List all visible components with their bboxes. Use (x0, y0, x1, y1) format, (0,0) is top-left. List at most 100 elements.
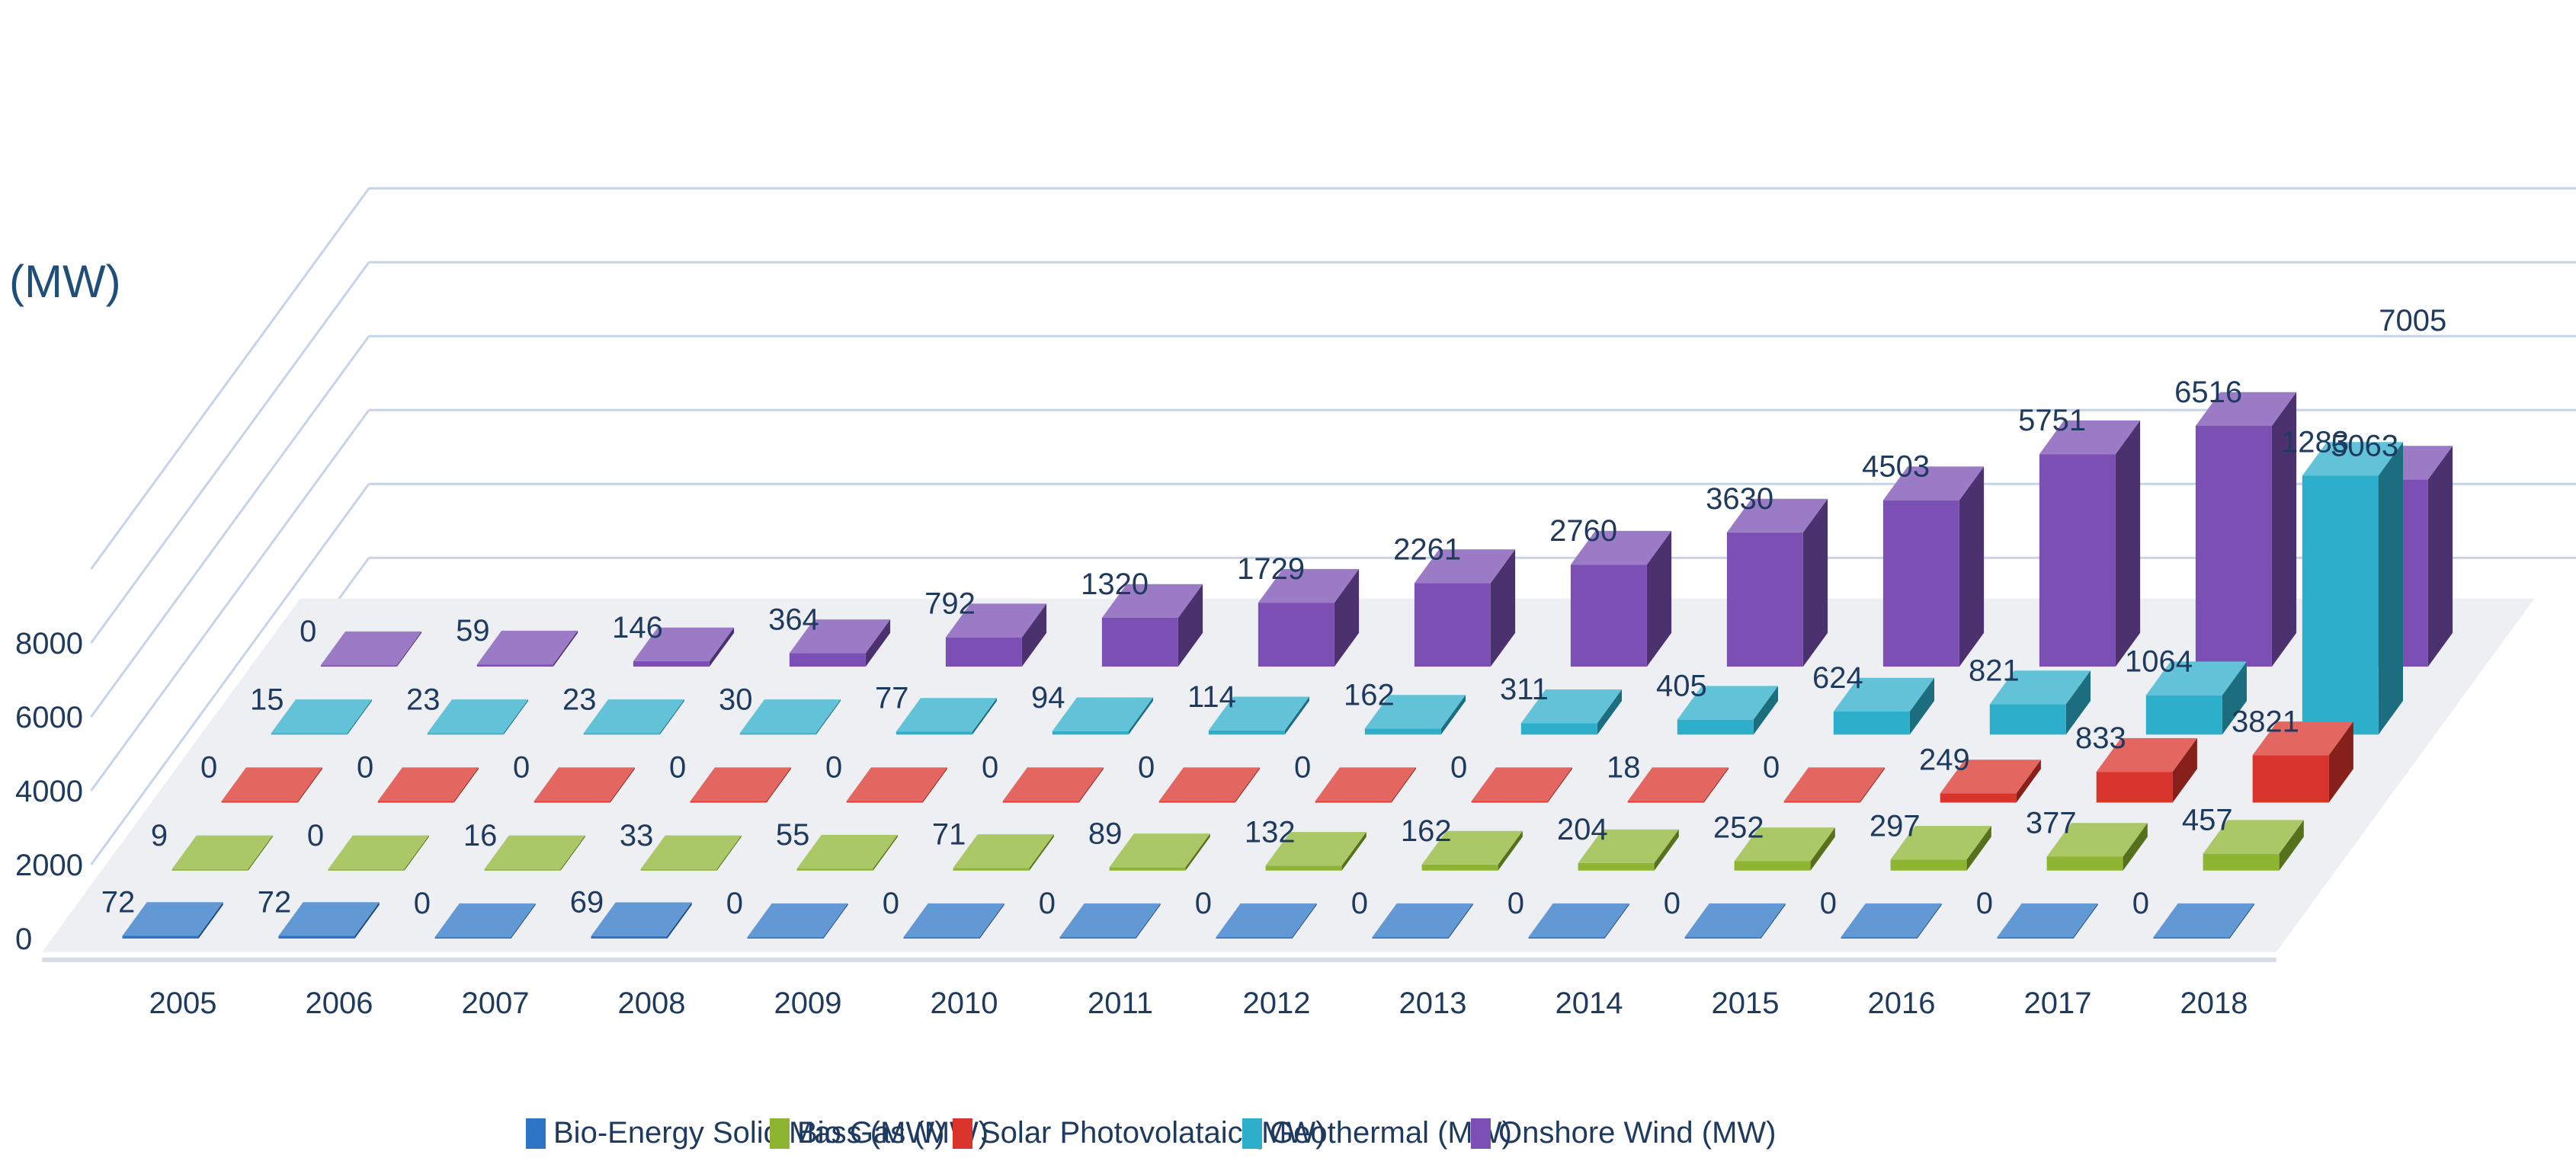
bar-side (610, 767, 635, 803)
bar-front (1421, 864, 1498, 871)
bar-geothermal-2016 (1989, 670, 2091, 735)
gridline-side (90, 483, 370, 865)
bar-side (865, 619, 891, 667)
bar-bio-gas-2013 (1421, 830, 1523, 871)
bar-top (434, 903, 536, 938)
data-label: 0 (669, 751, 686, 785)
bar-top (1578, 829, 1679, 863)
bar-bio-energy-solid-mass-2009 (747, 903, 848, 939)
bar-top (1882, 466, 1985, 501)
bar-front (1578, 862, 1655, 871)
bar-side (1292, 903, 1317, 939)
bar-front (427, 733, 504, 735)
data-label: 792 (924, 587, 976, 621)
bar-solar-photovolataic-2014 (1627, 767, 1729, 803)
bar-side (1654, 829, 1679, 871)
data-label: 30 (719, 683, 753, 716)
data-label: 297 (1870, 809, 1921, 843)
chart-walls (90, 187, 2576, 939)
bar-onshore-wind-2007 (633, 627, 735, 667)
bar-front (2252, 755, 2329, 803)
bar-top (690, 767, 791, 801)
bar-side (1029, 834, 1054, 871)
legend-entry: Solar Photovolataic (MW) (980, 1116, 1325, 1150)
bar-front (171, 868, 248, 871)
bar-bio-gas-2017 (2046, 823, 2148, 871)
data-label: 0 (1450, 751, 1467, 785)
bar-bio-energy-solid-mass-2006 (278, 902, 380, 939)
data-label: 405 (1656, 670, 1707, 703)
y-tick-label: 4000 (15, 775, 83, 808)
bar-front (2302, 475, 2379, 735)
data-label: 0 (1820, 887, 1837, 920)
bar-onshore-wind-2005 (320, 631, 422, 667)
data-label: 15 (250, 683, 284, 716)
bar-bio-energy-solid-mass-2014 (1528, 903, 1629, 939)
bar-front (2195, 426, 2272, 667)
bar-front (122, 936, 199, 939)
data-label: 162 (1344, 678, 1395, 712)
data-label: 364 (768, 603, 819, 636)
bar-bio-energy-solid-mass-2016 (1841, 903, 1942, 939)
bar-front (1002, 801, 1079, 803)
bar-front (278, 936, 355, 939)
bar-onshore-wind-2011 (1258, 568, 1360, 667)
bar-side (2222, 661, 2247, 735)
bar-solar-photovolataic-2007 (533, 767, 635, 803)
bar-top (328, 835, 429, 869)
bar-top (1265, 832, 1366, 866)
data-label: 0 (825, 751, 842, 785)
bar-bio-gas-2006 (328, 835, 429, 871)
bar-side (1136, 903, 1161, 939)
bar-front (320, 665, 397, 667)
bar-side (716, 835, 742, 871)
bar-top (2046, 823, 2148, 857)
bar-bio-gas-2010 (953, 834, 1054, 871)
bar-bio-gas-2008 (640, 835, 742, 871)
bar-top (1528, 903, 1629, 938)
bar-top (789, 619, 891, 654)
bar-side (2279, 820, 2304, 871)
bar-bio-gas-2018 (2203, 820, 2304, 871)
bar-side (1917, 903, 1942, 939)
data-label: 0 (1763, 751, 1780, 785)
data-label: 77 (875, 682, 909, 715)
bar-top (2252, 721, 2353, 756)
data-label: 3821 (2232, 705, 2299, 738)
bar-side (2123, 823, 2148, 871)
bar-front (1372, 937, 1449, 939)
bar-front (1528, 937, 1605, 939)
legend-swatch (1242, 1118, 1262, 1149)
bar-bio-energy-solid-mass-2011 (1059, 903, 1161, 939)
bar-front (377, 801, 454, 803)
bar-geothermal-2013 (1520, 689, 1622, 735)
bar-top (1414, 549, 1516, 584)
bar-side (766, 767, 791, 803)
bar-front (1734, 861, 1811, 871)
bar-front (846, 801, 923, 803)
bar-front (271, 733, 348, 735)
data-label: 0 (1351, 887, 1368, 920)
data-label: 69 (570, 886, 604, 920)
bar-front (2153, 937, 2230, 939)
bar-front (591, 936, 668, 939)
bar-onshore-wind-2009 (945, 603, 1047, 667)
x-tick-label: 2017 (2024, 987, 2092, 1020)
bar-top (427, 699, 528, 734)
bar-front (1052, 731, 1129, 735)
bar-top (1833, 677, 1934, 712)
data-label: 0 (307, 819, 324, 852)
bar-top (1940, 760, 2041, 794)
x-tick-label: 2012 (1243, 987, 1311, 1020)
bar-side (1547, 767, 1572, 803)
bar-bio-energy-solid-mass-2018 (2153, 903, 2254, 939)
bar-side (972, 698, 997, 735)
bar-top (1216, 903, 1317, 938)
bar-geothermal-2011 (1208, 696, 1309, 735)
bar-top (1101, 584, 1203, 618)
bar-side (2271, 392, 2297, 667)
bar-front (328, 868, 405, 871)
bar-bio-energy-solid-mass-2012 (1216, 903, 1317, 939)
bar-side (1959, 466, 1985, 667)
